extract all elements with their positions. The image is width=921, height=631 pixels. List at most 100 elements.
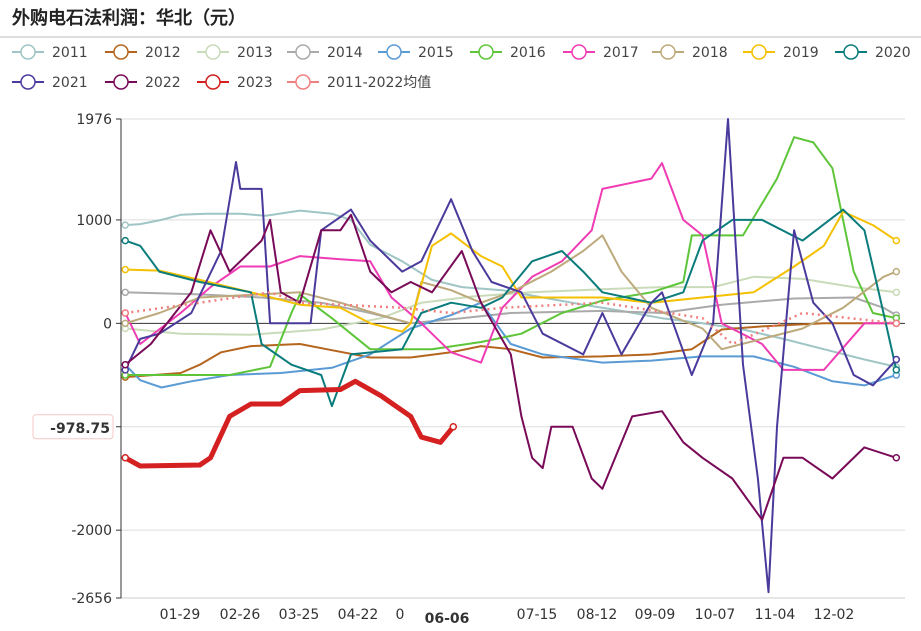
y-tick-label-highlight: -978.75 (50, 421, 110, 437)
series-line[interactable] (125, 209, 897, 368)
series-2018 (121, 234, 901, 351)
legend-label: 2011-2022均值 (327, 75, 431, 91)
series-line[interactable] (125, 136, 897, 376)
series-2022 (121, 213, 901, 521)
y-tick-label: 1976 (76, 112, 112, 128)
x-tick-label: 10-07 (695, 607, 736, 623)
legend-item-2017[interactable]: 2017 (563, 44, 639, 61)
legend-item-2014[interactable]: 2014 (287, 44, 363, 61)
legend-label: 2011 (52, 45, 88, 61)
chart-title: 外购电石法利润：华北（元） (12, 8, 246, 29)
x-tick-label: 08-12 (577, 607, 618, 623)
x-tick-label-highlight: 06-06 (425, 611, 470, 627)
series-2023 (121, 378, 458, 469)
legend-label: 2015 (418, 45, 454, 61)
legend-item-2012[interactable]: 2012 (105, 44, 181, 61)
legend-label: 2013 (237, 45, 273, 61)
data-point-marker[interactable] (121, 236, 130, 245)
legend-item-2019[interactable]: 2019 (743, 44, 819, 61)
data-point-marker[interactable] (892, 355, 901, 364)
data-point-marker[interactable] (892, 288, 901, 297)
series-2021 (121, 118, 901, 594)
data-point-marker[interactable] (121, 221, 130, 229)
legend-circle-icon (386, 44, 402, 60)
data-point-marker[interactable] (892, 319, 901, 328)
y-tick-label: -2656 (71, 591, 112, 607)
data-point-marker[interactable] (121, 454, 130, 462)
legend-item-2020[interactable]: 2020 (835, 44, 911, 61)
y-highlight-box (32, 414, 114, 440)
x-tick-label: 0 (396, 607, 405, 623)
legend-circle-icon (751, 44, 767, 60)
x-tick-label: 04-22 (338, 607, 379, 623)
data-point-marker[interactable] (121, 319, 130, 328)
series-line[interactable] (125, 210, 897, 333)
series-line[interactable] (125, 234, 897, 351)
legend-circle-icon (295, 44, 311, 60)
series-2020 (121, 208, 901, 408)
data-point-marker[interactable] (121, 265, 130, 274)
legend-circle-icon (113, 44, 129, 60)
series-line[interactable] (124, 208, 898, 408)
series-2011-2022均值 (121, 291, 901, 346)
series-2013 (121, 275, 901, 336)
data-point-marker[interactable] (121, 309, 130, 317)
legend-item-2013[interactable]: 2013 (197, 44, 273, 61)
series-line[interactable] (125, 291, 897, 325)
data-point-marker[interactable] (121, 360, 130, 369)
legend-label: 2019 (783, 45, 819, 61)
legend-circle-icon (113, 74, 129, 90)
data-point-marker[interactable] (892, 454, 901, 462)
x-tick-label: 12-02 (814, 607, 855, 623)
legend-label: 2021 (52, 75, 88, 91)
x-tick-label: 09-09 (635, 607, 676, 623)
y-tick-label: 0 (103, 316, 112, 332)
legend-item-2011-2022均值[interactable]: 2011-2022均值 (287, 74, 431, 91)
data-point-marker[interactable] (892, 236, 901, 245)
data-point-marker[interactable] (449, 423, 458, 431)
legend-item-2018[interactable]: 2018 (652, 44, 728, 61)
legend-circle-icon (205, 74, 221, 90)
legend-label: 2022 (145, 75, 181, 91)
legend-label: 2014 (327, 45, 363, 61)
data-point-marker[interactable] (121, 288, 130, 297)
legend-label: 2018 (692, 45, 728, 61)
legend-label: 2020 (875, 45, 911, 61)
x-tick-label: 11-04 (755, 607, 796, 623)
legend-circle-icon (478, 44, 494, 60)
legend-label: 2017 (603, 45, 639, 61)
legend-circle-icon (20, 44, 36, 60)
legend-item-2022[interactable]: 2022 (105, 74, 181, 91)
legend-item-2015[interactable]: 2015 (378, 44, 454, 61)
legend-item-2023[interactable]: 2023 (197, 74, 273, 91)
legend-label: 2012 (145, 45, 181, 61)
legend-item-2016[interactable]: 2016 (470, 44, 546, 61)
legend-label: 2023 (237, 75, 273, 91)
y-tick-label: 1000 (76, 213, 112, 229)
series-2015 (121, 301, 901, 389)
legend-circle-icon (20, 74, 36, 90)
x-tick-label: 07-15 (517, 607, 558, 623)
legend-circle-icon (660, 44, 676, 60)
x-tick-label: 03-25 (279, 607, 320, 623)
data-point-marker[interactable] (892, 366, 901, 374)
data-point-marker[interactable] (892, 267, 901, 276)
series-2019 (121, 210, 901, 333)
series-line[interactable] (125, 275, 897, 336)
legend-item-2011[interactable]: 2011 (12, 44, 88, 61)
legend-label: 2016 (510, 45, 546, 61)
legend-item-2021[interactable]: 2021 (12, 74, 88, 91)
x-tick-label: 02-26 (220, 607, 261, 623)
series-line[interactable] (124, 213, 897, 521)
series-line[interactable] (124, 118, 898, 594)
series-line[interactable] (125, 291, 897, 346)
x-tick-label: 01-29 (160, 607, 201, 623)
legend-circle-icon (205, 44, 221, 60)
legend-circle-icon (571, 44, 587, 60)
series-line[interactable] (124, 378, 456, 469)
series-line[interactable] (125, 322, 897, 379)
title-divider (0, 36, 921, 38)
y-tick-label: -2000 (71, 523, 112, 539)
